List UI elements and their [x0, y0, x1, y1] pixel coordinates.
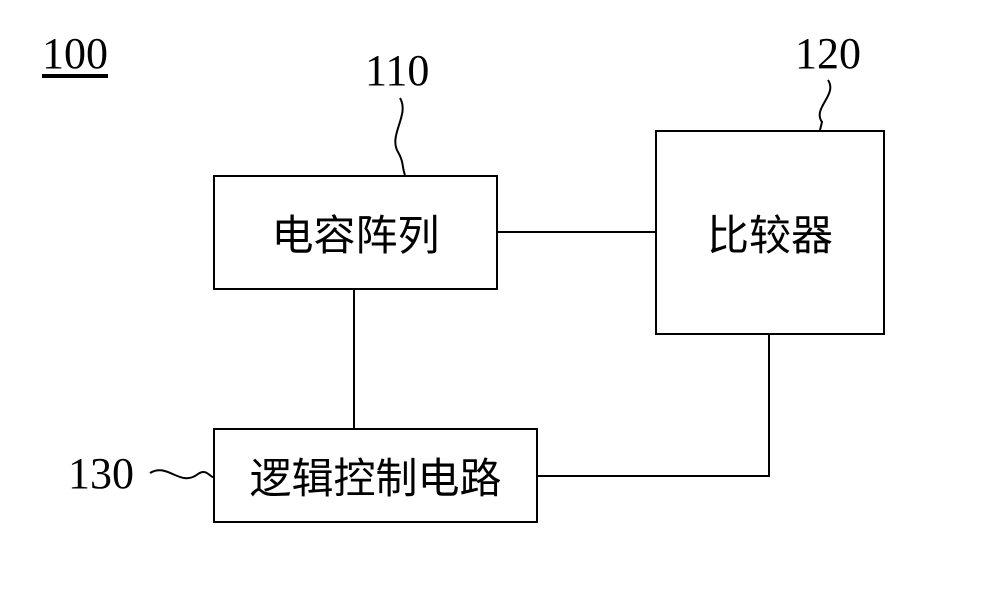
ref-label-100: 100 [42, 28, 108, 79]
box-logic-ctrl-label: 逻辑控制电路 [249, 445, 501, 506]
ref-120-text: 120 [795, 29, 861, 78]
ref-100-text: 100 [42, 29, 108, 78]
conn-comparator-logicctrl-h [538, 475, 770, 477]
ref-label-120: 120 [795, 28, 861, 79]
conn-caparray-logicctrl [353, 290, 355, 428]
ref-110-text: 110 [365, 46, 429, 95]
ref-130-text: 130 [68, 449, 134, 498]
ref-label-110: 110 [365, 45, 429, 96]
box-cap-array-label: 电容阵列 [271, 202, 439, 263]
diagram-canvas: 100 110 120 130 电容阵列 比较器 逻辑控制电路 [0, 0, 1000, 611]
box-comparator: 比较器 [655, 130, 885, 335]
box-cap-array: 电容阵列 [213, 175, 498, 290]
conn-caparray-comparator [498, 231, 655, 233]
box-comparator-label: 比较器 [707, 202, 833, 263]
ref-label-130: 130 [68, 448, 134, 499]
box-logic-ctrl: 逻辑控制电路 [213, 428, 538, 523]
conn-comparator-logicctrl-v [768, 335, 770, 477]
